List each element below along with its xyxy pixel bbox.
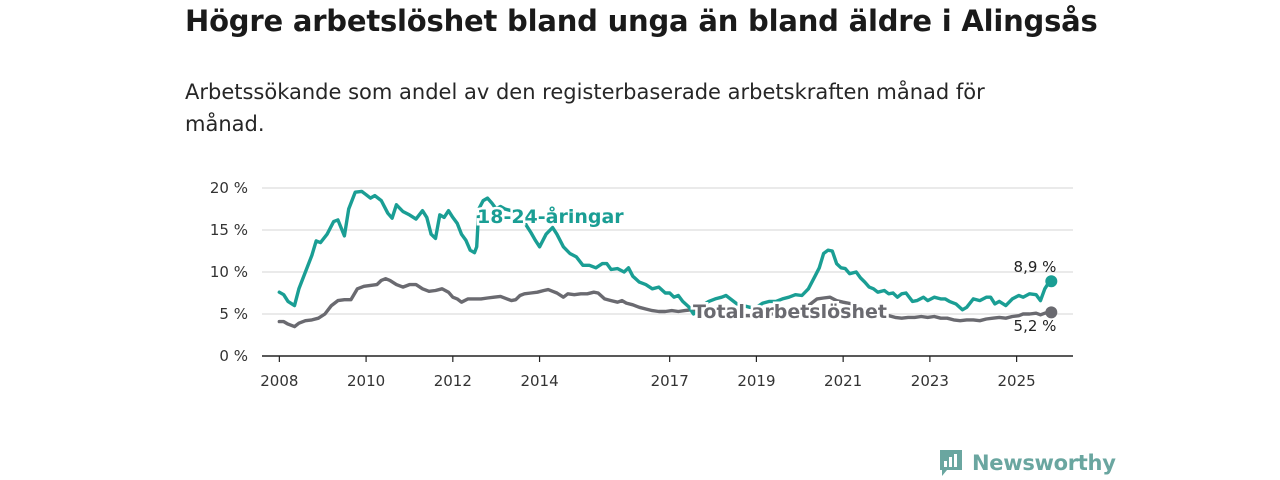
x-tick-label: 2023 [911,372,949,390]
y-tick-label: 0 % [219,347,248,365]
series-line-youth [277,189,1053,316]
end-value-label-youth: 8,9 % [1014,258,1057,276]
series-label-youth: 18-24-åringar [477,204,624,228]
y-axis-ticks: 0 % 5 % 10 % 15 % 20 % [210,179,248,365]
y-tick-label: 10 % [210,263,248,281]
x-tick-label: 2019 [737,372,775,390]
x-tick-label: 2012 [434,372,472,390]
y-tick-label: 15 % [210,221,248,239]
line-chart: 0 %5 %10 %15 %20 % 2008 2010 2012 2014 2017 2… [210,179,1073,390]
x-tick-label: 2021 [824,372,862,390]
series-line-total [277,277,1053,329]
x-tick-label: 2010 [347,372,385,390]
end-value-label-total: 5,2 % [1014,317,1057,335]
x-tick-label: 2014 [520,372,558,390]
chart-title: Högre arbetslöshet bland unga än bland ä… [185,4,1098,38]
x-tick-label: 2017 [651,372,689,390]
series-label-total: Total arbetslöshet [693,301,887,323]
x-tick-label: 2025 [998,372,1036,390]
gridlines [262,187,1073,315]
brand: Newsworthy [938,448,1116,478]
x-axis: 2008 2010 2012 2014 2017 2019 2021 2023 2025 [260,355,1073,390]
x-tick-label: 2008 [260,372,298,390]
y-tick-label: 20 % [210,179,248,197]
y-tick-label: 5 % [219,305,248,323]
chart-subtitle: Arbetssökande som andel av den registerb… [185,80,985,136]
newsworthy-logo-icon [940,450,962,476]
end-point-youth [1045,275,1058,288]
series-lines [277,189,1058,329]
brand-name: Newsworthy [972,451,1116,475]
end-point-total [1045,306,1058,319]
series-labels: 18-24-åringar Total arbetslöshet 8,9 % 5… [475,202,1057,336]
